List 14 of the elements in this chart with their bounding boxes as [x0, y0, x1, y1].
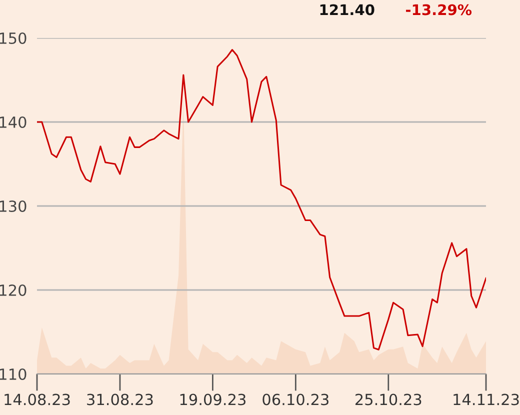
x-tick-label: 06.10.23 [262, 394, 328, 406]
y-tick-label: 140 [0, 116, 26, 128]
y-tick-label: 110 [0, 368, 26, 380]
y-tick-label: 130 [0, 200, 26, 212]
y-tick-label: 120 [0, 284, 26, 296]
text: -13.29% [406, 4, 472, 16]
x-tick-label: 25.10.23 [355, 394, 422, 406]
text: 121.40 [320, 4, 374, 16]
y-tick-label: 150 [0, 32, 26, 44]
line-series [37, 48, 486, 350]
x-tick-label: 19.09.23 [180, 394, 246, 406]
x-tick-label: 14.11.23 [454, 394, 519, 406]
x-tick-label: 14.08.23 [4, 394, 70, 406]
x-tick-label: 31.08.23 [87, 394, 153, 406]
